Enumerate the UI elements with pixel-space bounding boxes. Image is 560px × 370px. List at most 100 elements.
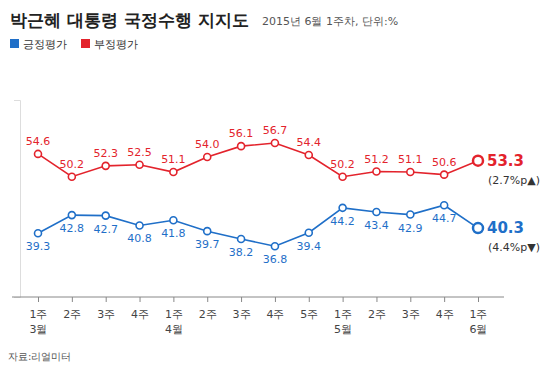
- legend-swatch: [81, 39, 90, 48]
- data-label: 42.9: [398, 222, 423, 235]
- x-tick-label: 4주: [436, 308, 454, 321]
- point: [373, 168, 380, 175]
- x-tick-label: 5주: [300, 308, 318, 321]
- series-line: [38, 143, 478, 177]
- x-tick-mark: [444, 297, 445, 302]
- x-tick-label-line: 4주: [131, 308, 149, 321]
- x-tick: 2주: [63, 297, 81, 321]
- point: [271, 140, 278, 147]
- x-tick-label: 4주: [131, 308, 149, 321]
- data-label: 50.6: [432, 156, 457, 169]
- title: 박근혜 대통령 국정수행 지지도: [10, 10, 249, 30]
- data-label: 54.6: [26, 135, 51, 148]
- data-label: 53.3: [487, 152, 524, 170]
- x-tick-mark: [207, 297, 208, 302]
- point: [339, 204, 346, 211]
- x-tick: 1주4월: [165, 297, 183, 336]
- data-labels: 39.342.842.740.841.839.738.236.839.444.2…: [26, 124, 540, 266]
- data-label: 38.2: [229, 246, 254, 259]
- data-label: 54.4: [297, 136, 322, 149]
- point: [35, 150, 42, 157]
- point: [305, 151, 312, 158]
- x-tick-label: 3주: [97, 308, 115, 321]
- point: [204, 154, 211, 161]
- x-tick: 1주5월: [334, 297, 352, 336]
- point: [102, 162, 109, 169]
- data-label: 44.7: [432, 212, 457, 225]
- data-label: 41.8: [161, 227, 186, 240]
- x-tick-label: 1주6월: [470, 308, 488, 336]
- x-tick-label-line: 4주: [266, 308, 284, 321]
- x-axis: 1주3월2주3주4주1주4월2주3주4주5주1주5월2주3주4주1주6월: [12, 297, 504, 336]
- source: 자료:리얼미터: [8, 351, 71, 362]
- data-label: 36.8: [263, 253, 288, 266]
- data-label: 39.3: [26, 240, 51, 253]
- x-tick-mark: [72, 297, 73, 302]
- x-tick-label-line: 1주: [30, 308, 48, 321]
- point: [339, 173, 346, 180]
- x-tick: 3주: [97, 297, 115, 321]
- legend-label: 긍정평가: [23, 38, 67, 51]
- point: [271, 243, 278, 250]
- x-tick-label-line: 3월: [30, 323, 48, 336]
- data-label: 51.1: [161, 153, 186, 166]
- x-tick-label-line: 6월: [470, 323, 488, 336]
- x-tick-label-line: 3주: [402, 308, 420, 321]
- data-label: 56.1: [229, 127, 254, 140]
- x-tick-mark: [376, 297, 377, 302]
- x-tick: 3주: [233, 297, 251, 321]
- x-tick-label: 1주4월: [165, 308, 183, 336]
- x-tick-label-line: 5주: [300, 308, 318, 321]
- y-axis-line: [14, 101, 21, 298]
- x-tick-label: 3주: [233, 308, 251, 321]
- x-tick-mark: [478, 297, 479, 302]
- x-tick-mark: [343, 297, 344, 302]
- x-tick-label-line: 1주: [470, 308, 488, 321]
- x-tick-label: 1주3월: [30, 308, 48, 336]
- x-tick-label: 2주: [199, 308, 217, 321]
- x-tick-label-line: 2주: [368, 308, 386, 321]
- point: [170, 169, 177, 176]
- data-label: 56.7: [263, 124, 288, 137]
- x-tick-mark: [410, 297, 411, 302]
- x-tick-label-line: 4주: [436, 308, 454, 321]
- series-line: [38, 205, 478, 246]
- point: [407, 169, 414, 176]
- x-tick-label-line: 3주: [97, 308, 115, 321]
- point: [35, 230, 42, 237]
- point: [441, 202, 448, 209]
- data-label: 50.2: [330, 158, 355, 171]
- x-tick-mark: [241, 297, 242, 302]
- point: [238, 235, 245, 242]
- x-tick-label-line: 2주: [199, 308, 217, 321]
- data-label: 42.8: [60, 222, 85, 235]
- data-label: 42.7: [93, 223, 118, 236]
- x-tick-mark: [106, 297, 107, 302]
- point: [473, 223, 483, 233]
- point: [441, 171, 448, 178]
- x-tick: 2주: [199, 297, 217, 321]
- data-label: 40.3: [487, 219, 524, 237]
- legend: 긍정평가부정평가: [10, 38, 138, 51]
- point: [473, 156, 483, 166]
- point: [136, 161, 143, 168]
- annotation: (4.4%p▼): [488, 241, 540, 254]
- data-label: 44.2: [330, 215, 355, 228]
- x-tick-label: 3주: [402, 308, 420, 321]
- x-tick-label: 2주: [63, 308, 81, 321]
- data-label: 39.4: [297, 240, 322, 253]
- x-tick: 4주: [131, 297, 149, 321]
- data-label: 52.3: [93, 147, 118, 160]
- x-tick-label: 2주: [368, 308, 386, 321]
- x-tick-label-line: 4월: [165, 323, 183, 336]
- x-tick: 1주3월: [30, 297, 48, 336]
- x-tick-label: 1주5월: [334, 308, 352, 336]
- data-label: 39.7: [195, 238, 220, 251]
- point: [68, 212, 75, 219]
- annotation: (2.7%p▲): [488, 174, 540, 187]
- x-tick-label: 4주: [266, 308, 284, 321]
- plot-area: [35, 140, 484, 250]
- x-tick: 1주6월: [470, 297, 488, 336]
- x-tick-label-line: 2주: [63, 308, 81, 321]
- x-tick: 4주: [436, 297, 454, 321]
